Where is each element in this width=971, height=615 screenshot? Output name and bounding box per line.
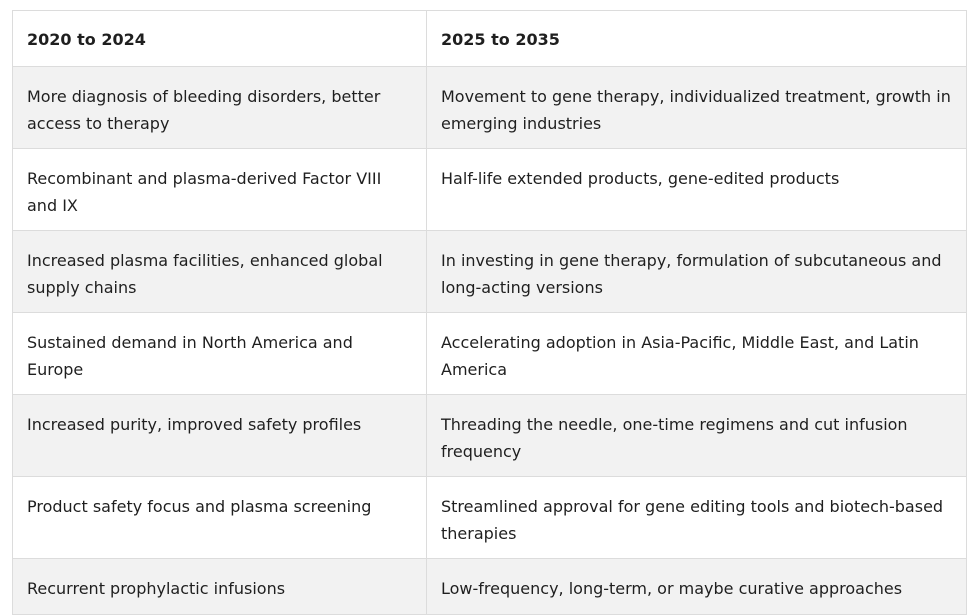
cell-2025-2035: Threading the needle, one-time regimens … — [426, 394, 967, 477]
cell-2020-2024: Sustained demand in North America and Eu… — [12, 312, 427, 395]
cell-2025-2035: Movement to gene therapy, individualized… — [426, 66, 967, 149]
cell-2025-2035: In investing in gene therapy, formulatio… — [426, 230, 967, 313]
cell-2020-2024: Increased purity, improved safety profil… — [12, 394, 427, 477]
table-row: Increased plasma facilities, enhanced gl… — [12, 230, 967, 313]
table-row: Increased purity, improved safety profil… — [12, 394, 967, 477]
table-header-row: 2020 to 2024 2025 to 2035 — [12, 10, 967, 67]
header-2020-2024: 2020 to 2024 — [12, 10, 427, 67]
comparison-table: 2020 to 2024 2025 to 2035 More diagnosis… — [12, 10, 967, 615]
table-row: Sustained demand in North America and Eu… — [12, 312, 967, 395]
cell-2020-2024: Recombinant and plasma-derived Factor VI… — [12, 148, 427, 231]
cell-2025-2035: Streamlined approval for gene editing to… — [426, 476, 967, 559]
cell-2025-2035: Accelerating adoption in Asia-Pacific, M… — [426, 312, 967, 395]
header-2025-2035: 2025 to 2035 — [426, 10, 967, 67]
table-row: Recurrent prophylactic infusions Low-fre… — [12, 558, 967, 615]
comparison-table-container: 2020 to 2024 2025 to 2035 More diagnosis… — [12, 10, 967, 615]
cell-2020-2024: Product safety focus and plasma screenin… — [12, 476, 427, 559]
cell-2025-2035: Half-life extended products, gene-edited… — [426, 148, 967, 231]
table-row: More diagnosis of bleeding disorders, be… — [12, 66, 967, 149]
table-row: Recombinant and plasma-derived Factor VI… — [12, 148, 967, 231]
table-row: Product safety focus and plasma screenin… — [12, 476, 967, 559]
cell-2020-2024: More diagnosis of bleeding disorders, be… — [12, 66, 427, 149]
cell-2020-2024: Recurrent prophylactic infusions — [12, 558, 427, 615]
cell-2020-2024: Increased plasma facilities, enhanced gl… — [12, 230, 427, 313]
cell-2025-2035: Low-frequency, long-term, or maybe curat… — [426, 558, 967, 615]
